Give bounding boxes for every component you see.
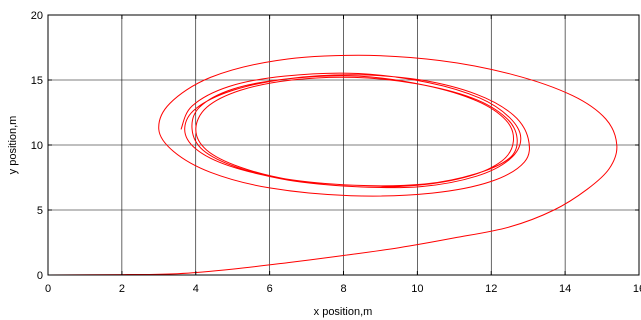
- ticks: [47, 14, 640, 276]
- x-tick-label: 6: [267, 283, 273, 295]
- series-layer: [47, 54, 618, 276]
- x-axis-label: x position,m: [314, 306, 373, 318]
- x-tick-label: 8: [340, 283, 346, 295]
- x-tick-label: 2: [119, 283, 125, 295]
- y-tick-label: 0: [37, 270, 43, 282]
- trajectory-line: [47, 54, 618, 276]
- x-tick-label: 12: [485, 283, 497, 295]
- x-tick-label: 4: [193, 283, 199, 295]
- x-tick-label: 16: [633, 283, 641, 295]
- y-tick-label: 10: [31, 140, 43, 152]
- y-axis-label: y position,m: [7, 116, 19, 175]
- x-tick-label: 10: [411, 283, 423, 295]
- grid: [48, 15, 639, 275]
- x-tick-label: 14: [559, 283, 571, 295]
- tick-labels: 0 2 4 6 8 10 12 14 16 0 5 10 15 20: [31, 10, 641, 295]
- y-tick-label: 5: [37, 205, 43, 217]
- x-tick-label: 0: [45, 283, 51, 295]
- y-tick-label: 15: [31, 75, 43, 87]
- y-tick-label: 20: [31, 10, 43, 22]
